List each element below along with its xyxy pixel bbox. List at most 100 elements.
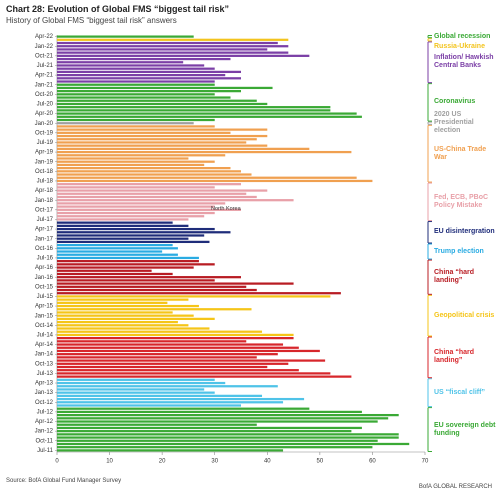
bar	[57, 170, 241, 173]
bar	[57, 134, 268, 138]
source: Source: BofA Global Fund Manager Survey	[6, 478, 122, 484]
y-tick-label: Oct-16	[35, 246, 54, 252]
bar	[57, 86, 273, 90]
y-tick-label: Jan-21	[35, 82, 54, 88]
bar	[57, 253, 178, 256]
bar	[57, 109, 331, 112]
bar	[57, 154, 226, 157]
bar	[57, 375, 352, 378]
legend-label: EU sovereign debt funding	[434, 421, 496, 437]
bar	[57, 138, 257, 141]
y-tick-label: Oct-11	[35, 438, 53, 444]
bar	[57, 381, 226, 385]
y-tick-label: Oct-12	[35, 400, 54, 406]
bar	[57, 263, 215, 266]
y-tick-label: Jan-12	[35, 429, 54, 435]
chart-title: Chart 28: Evolution of Global FMS “bigge…	[6, 4, 230, 14]
bar	[57, 397, 305, 401]
bar	[57, 192, 247, 195]
bar	[57, 99, 257, 102]
y-tick-label: Jul-16	[37, 256, 54, 262]
y-tick-label: Oct-18	[35, 169, 54, 175]
x-tick-label: 0	[55, 459, 59, 465]
bar	[57, 260, 199, 263]
bar	[57, 433, 399, 436]
y-tick-label: Jul-20	[37, 102, 54, 108]
bar	[57, 166, 231, 170]
y-tick-label: Apr-17	[35, 227, 54, 233]
bar	[57, 48, 268, 51]
bar	[57, 83, 215, 86]
bar	[57, 423, 257, 426]
bar	[57, 163, 205, 167]
bar	[57, 224, 189, 227]
bar	[57, 391, 215, 394]
y-tick-label: Oct-20	[35, 92, 54, 98]
bar	[57, 401, 284, 404]
y-tick-label: Jul-14	[37, 332, 54, 338]
bar	[57, 147, 310, 150]
y-tick-label: Apr-20	[35, 111, 54, 117]
bar	[57, 420, 378, 423]
bar	[57, 131, 231, 134]
bar	[57, 330, 263, 333]
bar	[57, 112, 357, 115]
bar	[57, 365, 268, 369]
bar	[57, 179, 373, 183]
bar	[57, 442, 410, 446]
bar	[57, 410, 362, 414]
y-tick-label: Oct-13	[35, 361, 54, 367]
bar	[57, 288, 257, 292]
x-tick-label: 60	[369, 459, 376, 465]
y-tick-label: Apr-21	[35, 73, 54, 79]
bar	[57, 205, 215, 208]
bar	[57, 340, 247, 343]
bar	[57, 150, 352, 154]
bar	[57, 311, 173, 314]
bar	[57, 320, 178, 324]
bar	[57, 314, 194, 317]
bar	[57, 202, 226, 205]
bar	[57, 353, 278, 356]
legend-label: 2020 US Presidential election	[434, 111, 474, 135]
y-tick-label: Jul-19	[37, 140, 54, 146]
annotation: North Korea	[211, 205, 241, 212]
y-tick-label: Oct-14	[35, 323, 54, 329]
y-tick-label: Jul-11	[37, 448, 54, 454]
x-tick-label: 50	[317, 459, 324, 465]
bar	[57, 64, 205, 67]
bar	[57, 282, 294, 285]
x-tick-label: 30	[211, 459, 218, 465]
bar	[57, 272, 173, 276]
bar	[57, 378, 215, 381]
chart-subtitle: History of Global FMS “biggest tail risk…	[6, 16, 177, 25]
bar	[57, 372, 331, 375]
y-tick-label: Jul-18	[37, 179, 54, 185]
bar	[57, 211, 215, 215]
bar	[57, 218, 189, 221]
bar	[57, 333, 294, 337]
y-tick-label: Oct-19	[35, 130, 54, 136]
legend-label: Russia-Ukraine	[434, 42, 485, 50]
legend-label: EU disintergration	[434, 228, 495, 236]
bar	[57, 266, 194, 269]
y-tick-label: Jul-17	[37, 217, 54, 223]
y-tick-label: Apr-22	[35, 34, 54, 40]
y-tick-label: Jan-22	[35, 44, 54, 50]
y-tick-label: Oct-15	[35, 284, 54, 290]
bar	[57, 102, 268, 106]
bar	[57, 77, 241, 80]
y-tick-label: Jul-15	[37, 294, 54, 300]
legend-label: Fed, ECB, PBoC Policy Mistake	[434, 193, 489, 209]
y-tick-label: Jan-18	[35, 198, 54, 204]
bar	[57, 118, 215, 122]
x-tick-label: 70	[422, 459, 429, 465]
bar	[57, 327, 210, 330]
bar	[57, 449, 284, 452]
bar	[57, 430, 352, 433]
legend-label: China “hard landing”	[434, 269, 475, 285]
bar	[57, 439, 378, 442]
bar	[57, 144, 268, 147]
y-tick-label: Jan-13	[35, 390, 54, 396]
